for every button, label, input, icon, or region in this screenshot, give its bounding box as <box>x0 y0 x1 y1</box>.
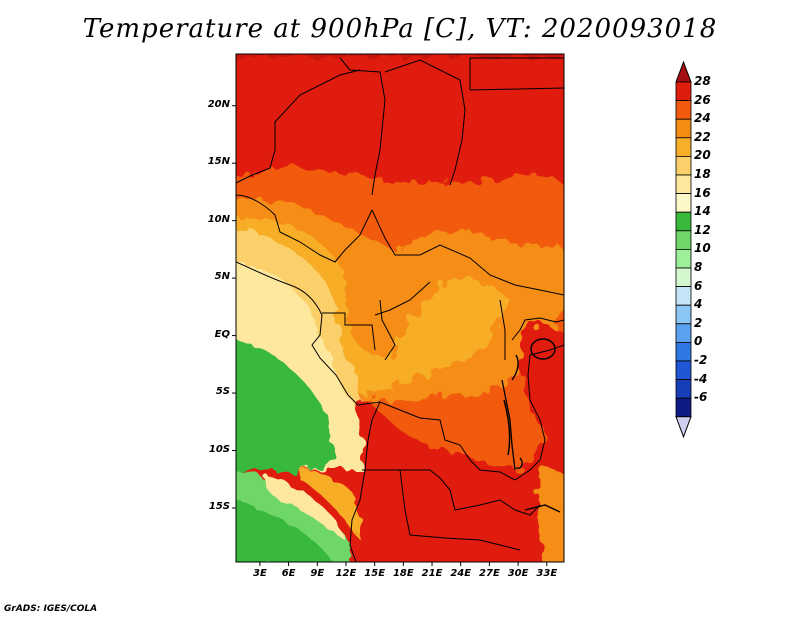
lat-label: 10S <box>208 443 230 455</box>
colorbar-block <box>675 155 692 176</box>
colorbar-label: 6 <box>694 278 703 293</box>
borders <box>236 57 564 562</box>
lon-label: 18E <box>392 568 414 579</box>
colorbar-bottom-arrow <box>675 416 692 439</box>
field-region-coast-s2 <box>262 475 345 540</box>
colorbar-label: 26 <box>694 92 711 107</box>
colorbar-block <box>675 267 692 288</box>
lat-label: EQ <box>214 328 230 340</box>
colorbar-label: 24 <box>694 111 711 126</box>
colorbar-label: 18 <box>694 167 711 181</box>
colorbar-block <box>675 379 692 399</box>
lon-label: 30E <box>507 568 529 579</box>
colorbar-label: 0 <box>694 334 703 349</box>
colorbar-label: 22 <box>694 129 711 144</box>
lon-label: 21E <box>421 568 443 579</box>
lon-label: 9E <box>310 568 325 579</box>
colorbar-label: 12 <box>694 222 711 237</box>
colorbar-block <box>675 286 692 306</box>
lon-label: 15E <box>364 568 386 579</box>
lat-label: 15N <box>207 156 230 168</box>
lon-label: 27E <box>479 568 500 579</box>
colorbar-block <box>675 248 692 269</box>
colorbar-block <box>675 341 692 362</box>
colorbar-block <box>675 230 692 250</box>
colorbar-block <box>675 211 692 232</box>
colorbar-label: -4 <box>694 371 708 386</box>
lat-label: 5N <box>214 271 230 283</box>
lat-label: 5S <box>215 386 230 398</box>
axis-ticks <box>232 105 548 566</box>
field-region-orange-se <box>539 468 564 562</box>
colorbar-label: 8 <box>694 260 703 274</box>
colorbar-block <box>675 360 692 381</box>
field-region-14 <box>236 339 334 472</box>
field-region-14-south <box>236 499 333 562</box>
colorbar-label: 16 <box>694 185 711 200</box>
colorbar-block <box>675 118 692 139</box>
colorbar-top-arrow <box>675 60 692 83</box>
colorbar-label: 2 <box>694 315 703 330</box>
colorbar-block <box>675 397 692 418</box>
lakes <box>503 338 561 513</box>
colorbar-label: 20 <box>694 148 711 163</box>
temperature-field <box>236 54 564 562</box>
colorbar-label: 14 <box>694 204 711 219</box>
colorbar-label: -2 <box>694 353 708 367</box>
lat-label: 20N <box>207 98 230 110</box>
colorbar-block <box>675 174 692 195</box>
field-region-north-edge <box>236 54 564 56</box>
colorbar-label: 4 <box>694 297 703 312</box>
colorbar-block <box>675 81 692 102</box>
lat-label: 15S <box>208 500 230 512</box>
lon-label: 33E <box>536 568 558 579</box>
lon-label: 3E <box>253 568 267 579</box>
lon-label: 12E <box>335 568 357 579</box>
field-region-red-east <box>519 324 564 456</box>
colorbar-block <box>675 323 692 343</box>
colorbar <box>675 60 692 439</box>
map-frame <box>235 53 565 563</box>
colorbar-block <box>675 193 692 213</box>
colorbar-block <box>675 100 692 120</box>
colorbar-label: -6 <box>694 390 708 405</box>
lat-label: 10N <box>207 213 230 225</box>
colorbar-block <box>675 137 692 157</box>
field-region-coast-s <box>300 470 361 540</box>
chart-title: Temperature at 900hPa [C], VT: 202009301… <box>82 14 718 44</box>
lon-label: 24E <box>450 568 472 579</box>
colorbar-label: 10 <box>694 241 711 256</box>
lon-label: 6E <box>281 568 296 579</box>
colorbar-block <box>675 304 692 325</box>
credit-text: GrADS: IGES/COLA <box>4 604 98 614</box>
colorbar-label: 28 <box>694 74 711 88</box>
